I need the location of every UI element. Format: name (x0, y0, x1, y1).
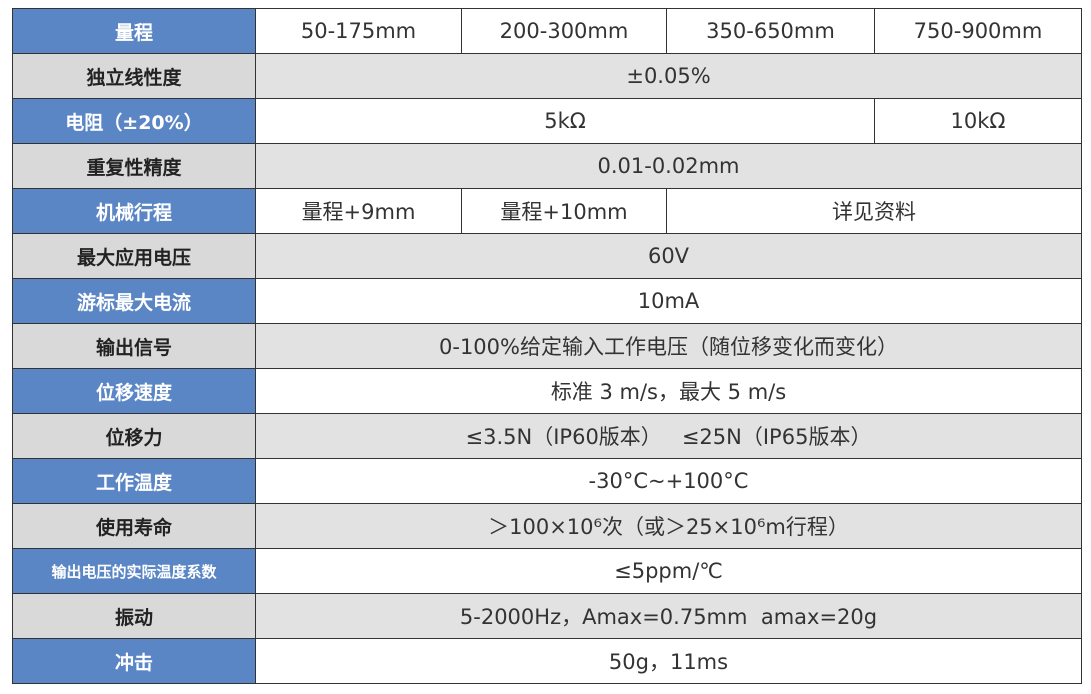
row: 位移力 ≤3.5N（IP60版本） ≤25N（IP65版本） (12, 413, 1082, 459)
cell: 350-650mm (666, 8, 875, 54)
row-label: 使用寿命 (12, 503, 256, 549)
cell: 5-2000Hz，Amax=0.75mm amax=20g (255, 593, 1082, 639)
row-label: 冲击 (12, 638, 256, 684)
cell: ≤5ppm/℃ (255, 548, 1082, 594)
row-label: 位移速度 (12, 368, 256, 414)
row-label: 游标最大电流 (12, 278, 256, 324)
spec-table: 量程 50-175mm 200-300mm 350-650mm 750-900mm 独立… (12, 8, 1082, 684)
row: 最大应用电压 60V (12, 233, 1082, 279)
row: 游标最大电流 10mA (12, 278, 1082, 324)
row-label: 电阻（±20%） (12, 98, 256, 144)
row: 工作温度 -30°C~+100°C (12, 458, 1082, 504)
cell: 量程+9mm (255, 188, 462, 234)
row-label: 独立线性度 (12, 53, 256, 99)
cell: 5kΩ (255, 98, 875, 144)
row-label: 最大应用电压 (12, 233, 256, 279)
cell: 200-300mm (461, 8, 667, 54)
row: 输出电压的实际温度系数 ≤5ppm/℃ (12, 548, 1082, 594)
cell: ±0.05% (255, 53, 1082, 99)
cell: -30°C~+100°C (255, 458, 1082, 504)
cell: ＞100×10⁶次（或＞25×10⁶m行程） (255, 503, 1082, 549)
row-label: 振动 (12, 593, 256, 639)
row: 量程 50-175mm 200-300mm 350-650mm 750-900mm (12, 8, 1082, 54)
cell: 详见资料 (666, 188, 1082, 234)
cell: 0.01-0.02mm (255, 143, 1082, 189)
row-label: 输出信号 (12, 323, 256, 369)
cell: 750-900mm (874, 8, 1082, 54)
row-label: 输出电压的实际温度系数 (12, 548, 256, 594)
row: 冲击 50g，11ms (12, 638, 1082, 684)
cell: 标准 3 m/s，最大 5 m/s (255, 368, 1082, 414)
row: 振动 5-2000Hz，Amax=0.75mm amax=20g (12, 593, 1082, 639)
cell: 50-175mm (255, 8, 462, 54)
cell: ≤3.5N（IP60版本） ≤25N（IP65版本） (255, 413, 1082, 459)
row: 独立线性度 ±0.05% (12, 53, 1082, 99)
cell: 10kΩ (874, 98, 1082, 144)
row-label: 量程 (12, 8, 256, 54)
row-label: 重复性精度 (12, 143, 256, 189)
row: 电阻（±20%） 5kΩ 10kΩ (12, 98, 1082, 144)
row: 使用寿命 ＞100×10⁶次（或＞25×10⁶m行程） (12, 503, 1082, 549)
row: 机械行程 量程+9mm 量程+10mm 详见资料 (12, 188, 1082, 234)
row: 位移速度 标准 3 m/s，最大 5 m/s (12, 368, 1082, 414)
row-label: 机械行程 (12, 188, 256, 234)
cell: 0-100%给定输入工作电压（随位移变化而变化） (255, 323, 1082, 369)
row-label: 工作温度 (12, 458, 256, 504)
cell: 60V (255, 233, 1082, 279)
row: 重复性精度 0.01-0.02mm (12, 143, 1082, 189)
cell: 量程+10mm (461, 188, 667, 234)
row-label: 位移力 (12, 413, 256, 459)
cell: 50g，11ms (255, 638, 1082, 684)
row: 输出信号 0-100%给定输入工作电压（随位移变化而变化） (12, 323, 1082, 369)
cell: 10mA (255, 278, 1082, 324)
